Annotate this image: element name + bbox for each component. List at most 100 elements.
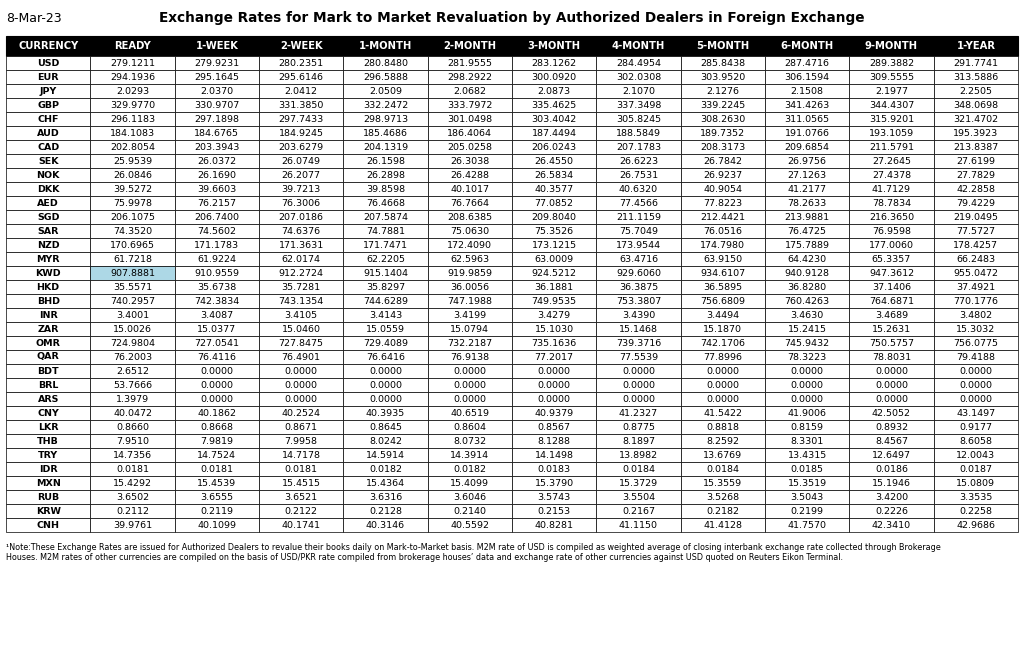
Text: 0.0181: 0.0181 xyxy=(201,464,233,473)
Bar xyxy=(90,406,175,420)
Text: 14.7524: 14.7524 xyxy=(198,450,237,459)
Bar xyxy=(6,504,90,518)
Text: 0.0000: 0.0000 xyxy=(454,366,486,375)
Text: 206.1075: 206.1075 xyxy=(110,212,155,221)
Bar xyxy=(90,308,175,322)
Bar xyxy=(6,36,90,56)
Text: 27.4378: 27.4378 xyxy=(872,170,911,179)
Text: 171.3631: 171.3631 xyxy=(279,241,324,250)
Text: 770.1776: 770.1776 xyxy=(953,297,998,306)
Text: 0.0000: 0.0000 xyxy=(285,381,317,390)
Text: 333.7972: 333.7972 xyxy=(447,101,493,110)
Bar xyxy=(596,238,681,252)
Bar xyxy=(934,36,1018,56)
Bar xyxy=(681,336,765,350)
Bar xyxy=(934,504,1018,518)
Text: 348.0698: 348.0698 xyxy=(953,101,998,110)
Text: 2.1508: 2.1508 xyxy=(791,86,823,95)
Text: 12.0043: 12.0043 xyxy=(956,450,995,459)
Text: 0.0000: 0.0000 xyxy=(201,381,233,390)
Bar xyxy=(681,182,765,196)
Text: 0.0000: 0.0000 xyxy=(874,366,908,375)
Text: 35.8297: 35.8297 xyxy=(366,283,406,292)
Bar xyxy=(765,84,849,98)
Text: 15.1468: 15.1468 xyxy=(618,324,658,333)
Text: 15.4539: 15.4539 xyxy=(198,479,237,488)
Text: 0.0000: 0.0000 xyxy=(874,381,908,390)
Bar xyxy=(343,266,428,280)
Text: CAD: CAD xyxy=(37,143,59,152)
Text: BHD: BHD xyxy=(37,297,59,306)
Text: 26.7842: 26.7842 xyxy=(703,157,742,166)
Text: 15.4515: 15.4515 xyxy=(282,479,321,488)
Text: 66.2483: 66.2483 xyxy=(956,255,995,264)
Text: 732.2187: 732.2187 xyxy=(447,339,493,348)
Text: 202.8054: 202.8054 xyxy=(110,143,155,152)
Text: 8.2592: 8.2592 xyxy=(707,437,739,446)
Bar xyxy=(343,504,428,518)
Bar xyxy=(6,126,90,140)
Text: 0.0000: 0.0000 xyxy=(622,366,655,375)
Text: 0.0000: 0.0000 xyxy=(538,381,570,390)
Bar xyxy=(343,518,428,532)
Bar xyxy=(596,154,681,168)
Bar xyxy=(175,434,259,448)
Text: 205.0258: 205.0258 xyxy=(447,143,493,152)
Bar xyxy=(343,322,428,336)
Text: 0.0184: 0.0184 xyxy=(622,464,655,473)
Bar xyxy=(765,210,849,224)
Text: 211.1159: 211.1159 xyxy=(616,212,662,221)
Bar xyxy=(259,70,343,84)
Bar xyxy=(343,448,428,462)
Text: CHF: CHF xyxy=(38,115,59,123)
Text: SGD: SGD xyxy=(37,212,59,221)
Text: THB: THB xyxy=(37,437,59,446)
Text: 15.4099: 15.4099 xyxy=(451,479,489,488)
Bar xyxy=(934,322,1018,336)
Bar xyxy=(343,126,428,140)
Text: 40.6320: 40.6320 xyxy=(618,184,658,194)
Bar xyxy=(343,154,428,168)
Bar xyxy=(175,518,259,532)
Bar xyxy=(343,224,428,238)
Bar xyxy=(428,182,512,196)
Bar xyxy=(175,140,259,154)
Text: 62.2205: 62.2205 xyxy=(366,255,406,264)
Bar xyxy=(90,36,175,56)
Bar xyxy=(175,336,259,350)
Bar xyxy=(259,112,343,126)
Text: 8.1288: 8.1288 xyxy=(538,437,570,446)
Bar xyxy=(428,322,512,336)
Bar xyxy=(428,140,512,154)
Text: 61.7218: 61.7218 xyxy=(113,255,152,264)
Text: 41.4128: 41.4128 xyxy=(703,521,742,530)
Text: 78.3223: 78.3223 xyxy=(787,353,826,361)
Bar xyxy=(6,98,90,112)
Bar xyxy=(6,140,90,154)
Bar xyxy=(259,490,343,504)
Text: 296.5888: 296.5888 xyxy=(362,72,408,81)
Bar xyxy=(934,350,1018,364)
Text: 184.6765: 184.6765 xyxy=(195,128,240,137)
Bar xyxy=(765,196,849,210)
Bar xyxy=(849,154,934,168)
Bar xyxy=(596,70,681,84)
Bar xyxy=(512,448,596,462)
Text: 5-MONTH: 5-MONTH xyxy=(696,41,750,51)
Text: 62.0174: 62.0174 xyxy=(282,255,321,264)
Text: 77.0852: 77.0852 xyxy=(535,199,573,208)
Text: 15.2415: 15.2415 xyxy=(787,324,826,333)
Text: 15.1870: 15.1870 xyxy=(703,324,742,333)
Text: 3.4200: 3.4200 xyxy=(874,493,908,502)
Bar xyxy=(765,448,849,462)
Bar xyxy=(6,70,90,84)
Text: 75.9978: 75.9978 xyxy=(113,199,152,208)
Bar xyxy=(428,364,512,378)
Bar xyxy=(259,434,343,448)
Bar xyxy=(934,294,1018,308)
Text: 7.9819: 7.9819 xyxy=(201,437,233,446)
Bar xyxy=(849,196,934,210)
Text: 0.2122: 0.2122 xyxy=(285,506,317,515)
Text: 315.9201: 315.9201 xyxy=(869,115,914,123)
Bar xyxy=(428,154,512,168)
